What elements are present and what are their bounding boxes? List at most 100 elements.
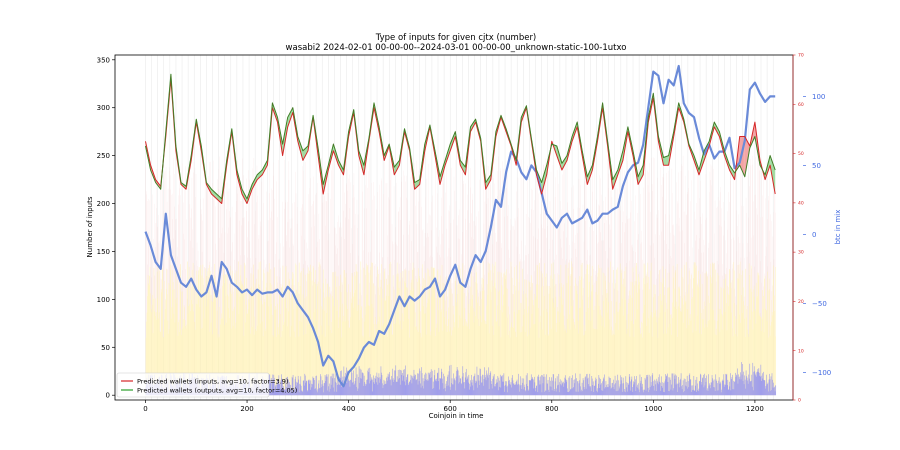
volume-bar-yellow [425,272,427,396]
volume-bar-yellow [588,281,590,396]
volume-bar-yellow [510,327,511,396]
volume-bar-blue [752,362,754,396]
volume-bar-yellow [190,311,191,396]
volume-bar-yellow [731,312,732,396]
volume-bar-yellow [484,323,486,396]
volume-bar-yellow [559,296,561,396]
volume-bar-blue [581,389,583,396]
volume-bar-blue [276,391,278,396]
volume-bar-yellow [423,278,425,396]
volume-bar-yellow [210,294,212,396]
volume-bar-blue [407,374,409,396]
volume-bar-yellow [624,299,626,396]
volume-bar-yellow [274,306,276,396]
volume-bar-yellow [156,271,158,396]
volume-bar-yellow [446,275,447,396]
volume-bar-yellow [667,327,669,396]
volume-bar-yellow [651,312,653,396]
volume-bar-yellow [431,296,433,396]
volume-bar-yellow [531,313,533,396]
volume-bar-yellow [221,318,223,396]
volume-bar-blue [511,387,512,396]
volume-bar-blue [504,385,506,396]
volume-bar-yellow [238,282,240,396]
volume-bar-blue [441,368,442,396]
volume-bar-yellow [591,265,593,396]
volume-bar-blue [652,381,654,396]
volume-bar-yellow [462,325,464,396]
y3-tick-label: 50 [798,151,804,157]
volume-bar-yellow [522,294,524,396]
volume-bar-yellow [674,306,675,396]
volume-bar-yellow [168,282,170,396]
volume-bar-blue [291,376,293,396]
volume-bar-yellow [769,335,771,396]
volume-bar-blue [292,374,294,396]
volume-bar-yellow [237,293,239,396]
volume-bar-yellow [452,330,454,396]
volume-bar-yellow [625,266,627,396]
volume-bar-yellow [186,324,187,396]
volume-bar-blue [550,386,552,396]
volume-bar-yellow [436,323,438,396]
volume-bar-yellow [291,297,293,396]
volume-bar-yellow [379,286,381,396]
volume-bar-blue [643,392,644,396]
volume-bar-blue [444,387,446,396]
volume-bar-yellow [481,277,483,396]
volume-bar-yellow [413,267,415,396]
volume-bar-yellow [255,330,257,396]
volume-bar-yellow [482,290,483,396]
volume-bar-yellow [769,289,770,396]
fill-segment [394,160,400,175]
volume-bar-blue [669,377,671,396]
volume-bar-blue [506,381,507,396]
volume-bar-blue [472,379,474,396]
volume-bar-yellow [390,261,392,396]
volume-bar-blue [417,373,418,396]
volume-bar-blue [702,377,704,396]
volume-bar-blue [724,384,726,396]
volume-bar-blue [673,373,675,396]
volume-bar-yellow [508,314,510,396]
volume-bar-blue [700,374,702,396]
volume-bar-blue [531,377,533,396]
volume-bar-yellow [270,303,272,396]
volume-bar-blue [556,388,558,396]
volume-bar-yellow [387,275,389,396]
volume-bar-yellow [217,337,219,396]
volume-bar-blue [578,383,580,396]
volume-bar-blue [556,376,558,396]
volume-bar-blue [513,383,515,396]
volume-bar-yellow [318,336,319,396]
volume-bar-yellow [223,283,225,396]
y-tick-label: 0 [106,392,110,400]
volume-bar-yellow [215,282,216,396]
volume-bar-blue [360,378,362,396]
volume-bar-blue [674,375,675,396]
volume-bar-blue [312,376,314,396]
volume-bar-yellow [630,320,632,396]
volume-bar-yellow [439,284,441,396]
volume-bar-yellow [493,334,495,396]
volume-bar-blue [759,376,761,396]
volume-bar-yellow [200,265,202,396]
volume-bar-blue [590,386,592,396]
volume-bar-blue [490,381,492,396]
volume-bar-blue [738,377,740,396]
volume-bar-blue [703,374,704,396]
volume-bar-blue [570,389,571,396]
volume-bar-yellow [702,309,704,396]
volume-bar-yellow [264,301,266,396]
volume-bar-blue [560,385,562,396]
volume-bar-blue [316,375,317,396]
volume-bar-blue [633,384,635,396]
y-tick-label: 100 [97,296,110,304]
volume-bar-yellow [709,319,711,396]
volume-bar-blue [539,384,540,396]
volume-bar-blue [382,388,384,396]
volume-bar-yellow [515,337,517,396]
volume-bar-blue [710,388,712,396]
volume-bar-yellow [452,305,454,396]
